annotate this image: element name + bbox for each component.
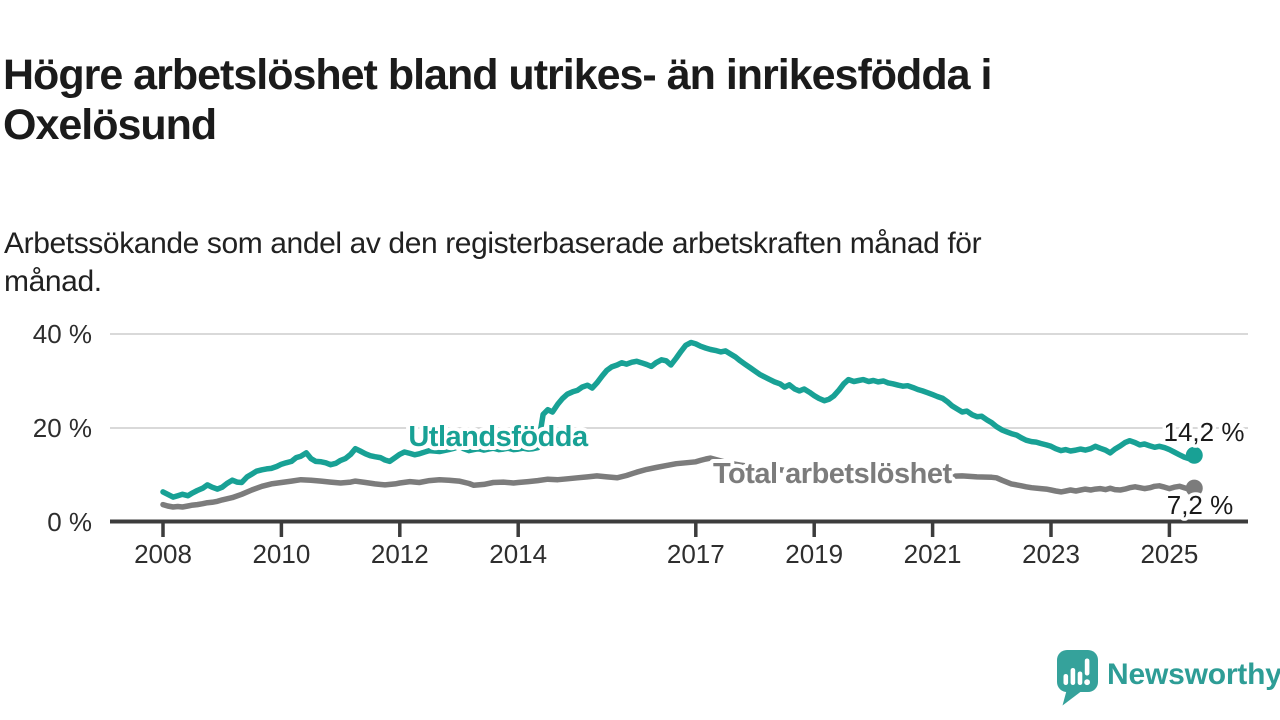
series-label-total-arbetsloshet: Total arbetslöshet — [713, 458, 952, 490]
x-tick-label-2025: 2025 — [1140, 539, 1198, 569]
unemployment-line-chart: 0 % 20 % 40 % 2008 2010 2012 2014 2017 2019 2021… — [33, 319, 1248, 569]
chart-text-labels: Utlandsfödda Total arbetslöshet 14,2 % 7,2 … — [404, 414, 1248, 524]
series-end-dots — [1185, 446, 1203, 497]
page-title-line2: Oxelösund — [3, 100, 217, 149]
series-label-utlandsfodda: Utlandsfödda — [408, 421, 589, 453]
x-tick-label-2014: 2014 — [489, 539, 547, 569]
x-tick-label-2023: 2023 — [1022, 539, 1080, 569]
x-axis-labels: 2008 2010 2012 2014 2017 2019 2021 2023 2025 — [134, 539, 1198, 569]
page-title-line1: Högre arbetslöshet bland utrikes- än inr… — [3, 50, 992, 99]
x-tick-label-2021: 2021 — [904, 539, 962, 569]
chart-subtitle: Arbetssökande som andel av den registerb… — [4, 225, 1224, 301]
x-tick-label-2017: 2017 — [667, 539, 725, 569]
x-tick-label-2008: 2008 — [134, 539, 192, 569]
page-title: Högre arbetslöshet bland utrikes- än inr… — [3, 50, 1223, 150]
chart-subtitle-line2: månad. — [4, 265, 102, 298]
end-dot-utlandsfodda — [1185, 446, 1203, 464]
newsworthy-speech-bubble-bar-chart-icon — [1057, 650, 1098, 706]
end-value-label-utlandsfodda: 14,2 % — [1164, 417, 1245, 447]
newsworthy-brand-name: Newsworthy — [1107, 658, 1280, 691]
chart-subtitle-line1: Arbetssökande som andel av den registerb… — [4, 227, 982, 260]
x-tick-label-2019: 2019 — [785, 539, 843, 569]
series-line-utlandsfodda — [160, 339, 1198, 500]
y-tick-label-0: 0 % — [47, 507, 92, 537]
x-axis — [110, 519, 1248, 537]
x-tick-label-2012: 2012 — [371, 539, 429, 569]
data-series — [160, 339, 1198, 510]
end-dot-total-arbetsloshet — [1185, 479, 1203, 497]
y-tick-label-20: 20 % — [33, 413, 92, 443]
y-axis-labels: 0 % 20 % 40 % — [33, 319, 92, 537]
gridlines — [110, 333, 1248, 429]
series-line-total-arbetsloshet — [160, 455, 1198, 510]
y-tick-label-40: 40 % — [33, 319, 92, 349]
end-value-label-total-arbetsloshet: 7,2 % — [1167, 490, 1234, 520]
newsworthy-brand[interactable]: Newsworthy — [1050, 645, 1280, 711]
x-tick-label-2010: 2010 — [252, 539, 310, 569]
